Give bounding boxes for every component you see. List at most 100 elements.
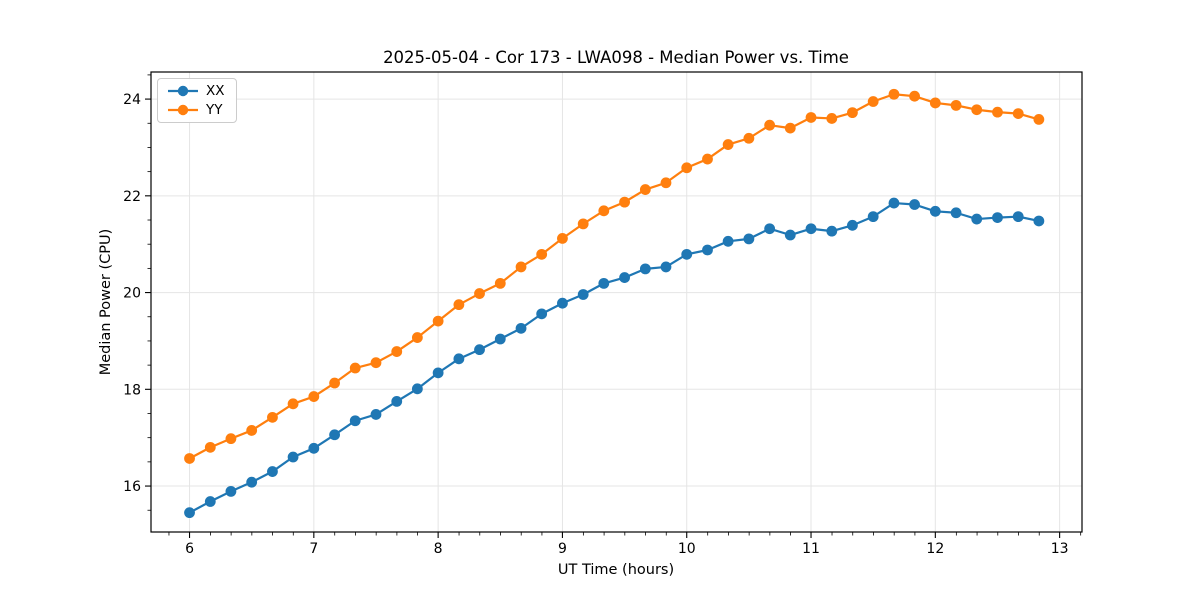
data-point-xx — [474, 344, 485, 356]
data-point-xx — [577, 289, 589, 300]
data-point-yy — [349, 362, 361, 374]
tick-layer — [145, 74, 1082, 538]
data-point-yy — [784, 122, 796, 134]
legend-marker-xx — [168, 85, 198, 97]
data-point-yy — [557, 232, 568, 244]
data-point-xx — [287, 451, 299, 463]
data-point-yy — [743, 132, 755, 144]
legend-label: YY — [206, 102, 223, 118]
data-point-yy — [474, 288, 485, 299]
data-point-yy — [184, 453, 195, 464]
data-point-yy — [1012, 108, 1024, 119]
data-point-xx — [225, 485, 237, 497]
x-tick-label: 12 — [926, 541, 944, 557]
data-point-yy — [639, 184, 651, 195]
series-layer — [184, 88, 1045, 519]
x-tick-label: 8 — [434, 541, 443, 557]
data-point-yy — [992, 106, 1003, 118]
data-point-yy — [971, 104, 983, 116]
data-point-xx — [743, 233, 755, 245]
data-point-yy — [909, 90, 920, 102]
data-point-yy — [1033, 114, 1045, 125]
data-point-xx — [619, 272, 630, 283]
data-point-yy — [494, 277, 506, 289]
data-point-yy — [598, 205, 610, 217]
data-point-xx — [929, 205, 941, 217]
y-tick-label: 18 — [123, 382, 141, 398]
data-point-yy — [950, 99, 962, 111]
y-tick-label: 20 — [123, 286, 141, 302]
y-tick-label: 24 — [123, 92, 141, 108]
x-tick-label: 9 — [558, 541, 567, 557]
data-point-xx — [867, 211, 879, 223]
data-point-xx — [805, 223, 817, 235]
data-point-yy — [681, 162, 693, 174]
data-point-yy — [764, 119, 776, 131]
data-point-xx — [764, 223, 776, 235]
data-point-yy — [660, 177, 672, 189]
series-line-xx — [188, 201, 1040, 514]
data-point-yy — [805, 112, 817, 123]
data-point-yy — [536, 248, 548, 260]
data-point-yy — [391, 346, 403, 357]
tick-label-layer: 6 7 8 9 10 11 12 13 16 18 20 22 24 — [123, 92, 1068, 557]
data-point-xx — [826, 225, 838, 237]
data-point-xx — [391, 396, 403, 407]
data-point-xx — [515, 322, 527, 334]
data-point-xx — [847, 219, 858, 231]
data-point-yy — [929, 97, 941, 109]
legend-item-yy: YY — [167, 103, 225, 117]
data-point-yy — [847, 107, 858, 119]
data-point-yy — [826, 113, 838, 124]
legend-item-xx: XX — [167, 84, 225, 98]
data-point-xx — [411, 383, 423, 395]
data-point-yy — [577, 218, 589, 230]
data-point-yy — [370, 357, 382, 369]
x-tick-label: 10 — [678, 541, 696, 557]
data-point-yy — [432, 315, 444, 327]
data-point-yy — [867, 96, 879, 107]
x-tick-label: 13 — [1051, 541, 1069, 557]
data-point-xx — [453, 353, 465, 365]
data-point-xx — [681, 248, 693, 260]
data-point-xx — [1012, 211, 1024, 223]
legend-label: XX — [206, 83, 225, 99]
data-point-xx — [639, 263, 651, 275]
data-point-xx — [784, 229, 796, 241]
chart-title: 2025-05-04 - Cor 173 - LWA098 - Median P… — [383, 48, 849, 67]
y-tick-label: 16 — [123, 479, 141, 495]
data-point-yy — [619, 196, 630, 208]
x-tick-label: 11 — [802, 541, 820, 557]
legend: XX YY — [157, 78, 237, 123]
data-point-yy — [287, 398, 299, 410]
grid-layer — [151, 72, 1082, 532]
data-point-xx — [909, 199, 920, 210]
data-point-xx — [1033, 215, 1045, 227]
data-point-xx — [246, 476, 258, 488]
data-point-xx — [204, 496, 216, 507]
data-point-xx — [494, 333, 506, 345]
data-point-yy — [453, 299, 465, 311]
data-point-xx — [184, 507, 195, 519]
data-point-xx — [308, 442, 320, 454]
data-point-xx — [329, 429, 340, 441]
x-tick-label: 7 — [309, 541, 318, 557]
data-point-yy — [204, 441, 216, 453]
data-point-xx — [432, 367, 444, 379]
data-point-xx — [992, 212, 1003, 223]
series-line-yy — [188, 93, 1040, 460]
data-point-yy — [888, 88, 900, 100]
axes-frame — [150, 71, 1083, 533]
legend-marker-yy — [168, 104, 198, 116]
data-point-yy — [308, 391, 320, 402]
data-point-yy — [225, 433, 237, 445]
x-tick-label: 6 — [185, 541, 194, 557]
x-axis-label: UT Time (hours) — [558, 562, 674, 578]
data-point-xx — [950, 207, 962, 219]
data-point-yy — [329, 377, 340, 389]
data-point-xx — [722, 235, 734, 247]
data-point-xx — [349, 415, 361, 427]
data-point-yy — [267, 411, 278, 423]
